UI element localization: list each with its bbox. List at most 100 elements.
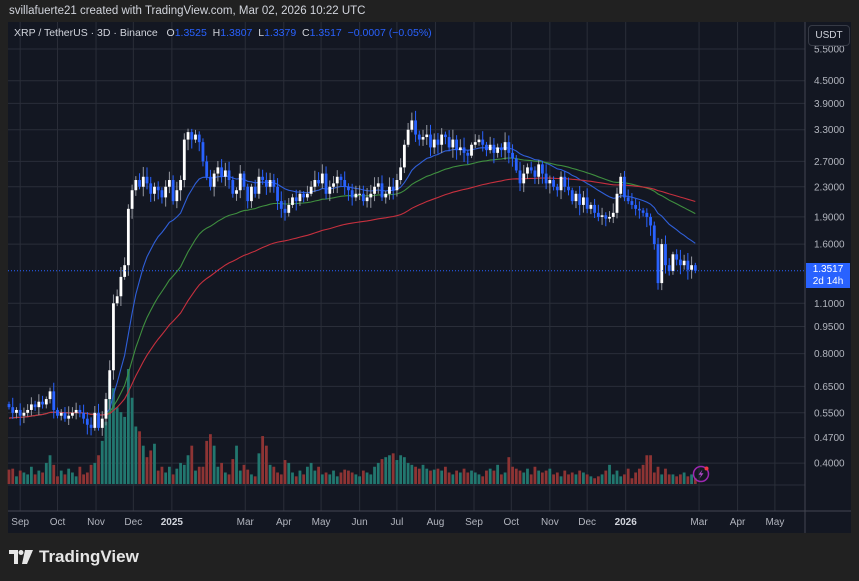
candle <box>71 412 74 416</box>
candle <box>511 152 514 159</box>
candle <box>440 134 444 145</box>
volume-bar <box>432 469 436 484</box>
candle <box>574 193 578 202</box>
volume-bar <box>257 453 261 484</box>
tradingview-logo: TradingView <box>9 547 139 567</box>
candle <box>130 190 134 209</box>
candle <box>112 303 115 371</box>
volume-bar <box>335 476 339 484</box>
candle <box>477 139 481 143</box>
candle <box>89 424 93 428</box>
candle <box>302 193 306 198</box>
volume-bar <box>473 472 477 484</box>
candle <box>458 147 462 151</box>
candle <box>496 147 500 153</box>
volume-bar <box>503 472 507 484</box>
volume-bar <box>414 466 417 484</box>
volume-bar <box>518 470 522 484</box>
volume-bar <box>652 472 656 484</box>
volume-bar <box>615 470 619 484</box>
candle <box>481 139 485 145</box>
candle <box>604 215 608 219</box>
candle <box>649 216 652 226</box>
candle <box>641 210 645 213</box>
candle <box>268 180 272 187</box>
candle <box>93 412 97 428</box>
volume-bar <box>175 468 179 484</box>
volume-bar <box>623 474 626 484</box>
volume-bar <box>33 474 37 484</box>
candle <box>29 404 33 410</box>
candle <box>679 259 682 266</box>
time-axis[interactable]: Sep Oct Nov Dec 2025 Mar Apr May Jun Jul Aug Sep Oct… <box>11 517 784 528</box>
volume-bar <box>93 462 97 484</box>
price-axis[interactable]: 5.5000 4.5000 3.9000 3.3000 2.7000 2.3000 1.90… <box>814 45 845 470</box>
price-tick-label: 4.5000 <box>814 76 845 87</box>
volume-bar <box>179 462 182 484</box>
time-tick-label: May <box>312 517 331 528</box>
volume-bar <box>619 476 623 484</box>
candle <box>78 409 82 413</box>
price-tick-label: 1.1000 <box>814 299 845 310</box>
candle <box>253 186 257 194</box>
volume-bar <box>134 426 138 484</box>
candle <box>350 190 354 198</box>
volume-bar <box>261 436 265 484</box>
volume-bar <box>406 462 410 484</box>
volume-bar <box>298 470 302 484</box>
lightning-alert-icon[interactable] <box>692 465 710 483</box>
volume-bar <box>306 466 309 484</box>
candle <box>100 418 104 428</box>
candle <box>462 147 466 153</box>
candle <box>153 186 156 194</box>
grid <box>8 22 805 511</box>
candle <box>414 120 417 135</box>
volume-bar <box>369 474 373 484</box>
currency-button[interactable]: USDT <box>808 25 850 46</box>
volume-bar <box>182 464 186 484</box>
volume-bar <box>511 466 514 484</box>
volume-bar <box>220 462 224 484</box>
candle <box>104 399 108 419</box>
volume-bar <box>97 455 100 484</box>
volume-bar <box>637 468 641 484</box>
volume-bar <box>574 474 578 484</box>
candle <box>399 167 403 181</box>
candle <box>615 193 619 213</box>
candle <box>596 212 600 217</box>
volume-bar <box>682 472 686 484</box>
candle <box>634 204 638 209</box>
candle <box>313 180 317 187</box>
volume-bar <box>563 470 567 484</box>
volume-bar <box>302 474 306 484</box>
volume-bar <box>582 472 585 484</box>
volume-bar <box>645 455 649 484</box>
candle <box>432 139 436 148</box>
volume-bar <box>209 434 212 484</box>
candle <box>492 144 496 153</box>
volume-bar <box>667 474 671 484</box>
time-tick-label: Dec <box>578 517 596 528</box>
volume-bar <box>690 474 693 484</box>
candle <box>108 370 112 400</box>
candle <box>529 167 533 171</box>
volume-bar <box>395 460 399 484</box>
candle <box>205 161 209 177</box>
volume-bar <box>641 464 645 484</box>
volume-bar <box>328 474 332 484</box>
candle <box>358 193 362 195</box>
volume-bar <box>354 474 358 484</box>
time-tick-label: Sep <box>465 517 483 528</box>
candle <box>156 186 160 191</box>
candle <box>473 142 477 145</box>
volume-bar <box>444 466 447 484</box>
candle <box>85 418 89 425</box>
volume-bar <box>596 476 600 484</box>
high-value: 1.3807 <box>220 27 253 39</box>
volume-bar <box>391 453 395 484</box>
volume-bar <box>421 464 425 484</box>
volume-bar <box>279 474 283 484</box>
last-price-value: 1.3517 <box>812 263 844 275</box>
candle <box>186 132 190 140</box>
